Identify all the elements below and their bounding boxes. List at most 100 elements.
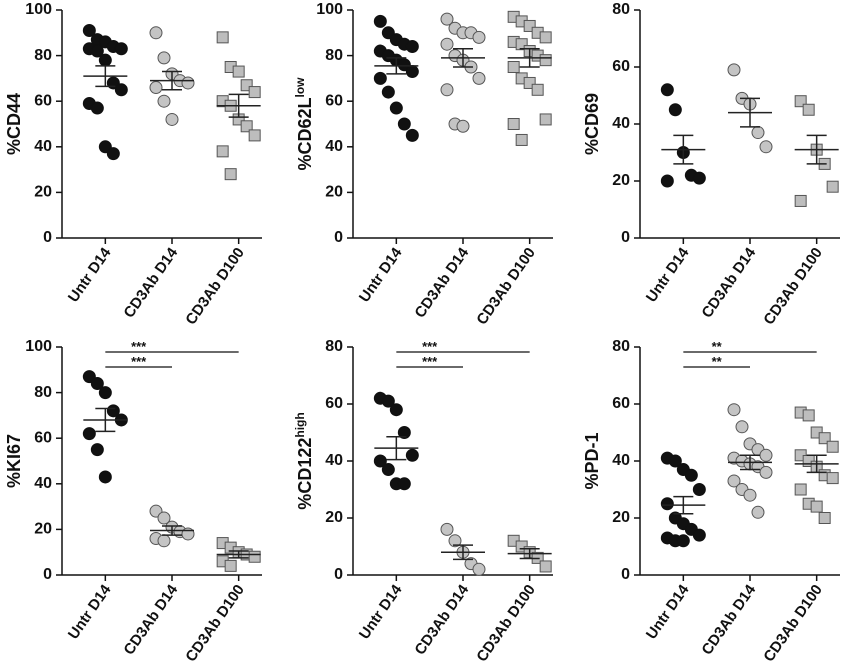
y-axis-label-sup: high [293, 412, 307, 437]
data-point [692, 483, 706, 496]
x-tick-label: CD3Ab D14 [120, 244, 181, 321]
y-tick-label: 80 [34, 47, 52, 64]
data-point [759, 140, 773, 154]
y-axis-label: %CD44 [4, 93, 24, 155]
panel: 0 20 40 60 80 100 %CD62Llow Untr D14 CD3Ab D14 CD… [293, 1, 553, 328]
data-point [523, 19, 536, 32]
x-tick-label: Untr D14 [643, 244, 693, 305]
data-point [448, 534, 462, 548]
data-point [165, 112, 179, 126]
panel: 0 20 40 60 80 100 %KI67 Untr D14 CD3Ab D14 CD3Ab … [4, 338, 262, 665]
data-point [539, 54, 552, 67]
x-tick-label: CD3Ab D100 [760, 582, 826, 666]
data-point [82, 427, 96, 441]
x-tick-label: Untr D14 [356, 581, 406, 642]
y-tick-label: 100 [316, 1, 343, 18]
data-point [440, 83, 454, 97]
data-point [515, 38, 528, 51]
data-point [692, 528, 706, 542]
y-tick-label: 60 [34, 429, 52, 446]
data-point [181, 76, 195, 90]
panel: 0 20 40 60 80 %CD122high Untr D14 CD3Ab D14 CD3A… [293, 338, 553, 665]
x-tick-label: CD3Ab D100 [760, 245, 826, 329]
data-point [472, 71, 486, 85]
data-point [751, 126, 765, 140]
significance-label: *** [422, 354, 438, 369]
significance-label: *** [422, 339, 438, 354]
y-tick-label: 20 [612, 172, 630, 189]
x-tick-label: Untr D14 [65, 581, 115, 642]
data-point [507, 61, 520, 73]
y-tick-label: 80 [612, 1, 630, 18]
data-point [472, 562, 486, 576]
data-point [660, 83, 674, 97]
x-tick-label: Untr D14 [643, 581, 693, 642]
y-tick-label: 80 [325, 338, 343, 355]
y-tick-label: 0 [334, 229, 343, 246]
panel: 0 20 40 60 80 %CD69 Untr D14 CD3Ab D14 CD3Ab D10… [582, 1, 840, 328]
data-point [794, 483, 807, 496]
data-point [381, 394, 395, 408]
data-point [539, 113, 552, 126]
data-point [389, 101, 403, 115]
data-point [668, 454, 682, 468]
x-tick-label: CD3Ab D14 [411, 581, 472, 658]
data-point [727, 403, 741, 417]
y-tick-label: 40 [325, 138, 343, 155]
data-point [405, 39, 419, 53]
y-tick-label: 20 [612, 509, 630, 526]
data-point [668, 103, 682, 117]
data-point [523, 76, 536, 89]
y-axis-label-main: %CD122 [295, 438, 315, 510]
x-tick-label: CD3Ab D14 [698, 244, 759, 321]
data-point [157, 94, 171, 108]
data-point [248, 550, 261, 563]
data-point [157, 51, 171, 65]
data-point [114, 42, 128, 56]
data-point [531, 83, 544, 96]
y-tick-label: 20 [34, 521, 52, 538]
data-point [692, 171, 706, 185]
y-tick-label: 60 [612, 395, 630, 412]
data-point [727, 63, 741, 77]
y-axis-label-main: %CD44 [4, 93, 24, 155]
data-point [676, 534, 690, 548]
data-point [397, 117, 411, 131]
data-point [157, 511, 171, 525]
x-tick-label: Untr D14 [356, 244, 406, 305]
data-point [248, 86, 261, 99]
data-point [826, 472, 839, 485]
data-point [759, 465, 773, 479]
data-point [759, 448, 773, 462]
y-tick-label: 100 [25, 1, 52, 18]
data-point [90, 443, 104, 457]
significance-label: *** [131, 354, 147, 369]
y-axis-label-main: %KI67 [4, 434, 24, 488]
x-tick-label: CD3Ab D14 [698, 581, 759, 658]
data-point [114, 83, 128, 97]
y-tick-label: 40 [612, 115, 630, 132]
x-tick-label: Untr D14 [65, 244, 115, 305]
data-point [826, 440, 839, 453]
data-point [157, 534, 171, 548]
y-tick-label: 80 [34, 384, 52, 401]
y-tick-label: 0 [621, 229, 630, 246]
significance-label: ** [712, 339, 723, 354]
y-tick-label: 40 [34, 138, 52, 155]
data-point [90, 44, 104, 58]
y-axis-label-sup: low [293, 77, 307, 98]
y-tick-label: 60 [34, 92, 52, 109]
y-tick-label: 40 [612, 452, 630, 469]
data-point [90, 101, 104, 115]
panel: 0 20 40 60 80 100 %CD44 Untr D14 CD3Ab D14 CD3Ab … [4, 1, 262, 328]
data-point [660, 497, 674, 511]
y-tick-label: 0 [621, 566, 630, 583]
data-point [389, 403, 403, 417]
y-tick-label: 20 [325, 184, 343, 201]
y-tick-label: 80 [325, 47, 343, 64]
y-tick-label: 0 [43, 229, 52, 246]
data-point [224, 168, 237, 181]
data-point [98, 386, 112, 400]
data-point [149, 81, 163, 95]
data-point [727, 474, 741, 488]
